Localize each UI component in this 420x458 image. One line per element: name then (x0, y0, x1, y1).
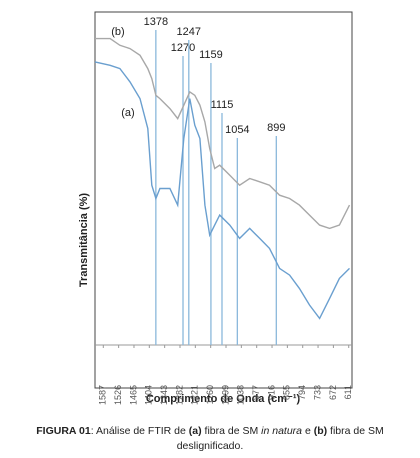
caption-part: FIGURA 01 (36, 425, 91, 437)
caption-part: fibra de SM deslignificado. (176, 425, 384, 452)
series-line (94, 61, 350, 320)
caption-part: fibra de SM (201, 425, 262, 437)
x-tick-label: 672 (328, 385, 338, 400)
peak-label: 1247 (177, 26, 201, 38)
x-tick-label: 1343 (159, 385, 169, 405)
x-tick-label: 1404 (144, 385, 154, 405)
x-axis-label: Comprimento de Onda (cm⁻¹) (146, 393, 301, 405)
x-tick-label: 1282 (174, 385, 184, 405)
caption-part: e (302, 425, 314, 437)
x-tick-label: 855 (282, 385, 292, 400)
x-tick-label: 977 (251, 385, 261, 400)
series-label: (b) (111, 26, 124, 38)
caption-part: (b) (313, 425, 328, 437)
caption-part: in natura (261, 425, 303, 437)
chart: Comprimento de Onda (cm⁻¹) Transmitância… (78, 11, 353, 405)
x-tick-label: 1526 (113, 385, 123, 405)
caption-part: (a) (188, 425, 202, 437)
peak-label: 1378 (144, 16, 168, 28)
x-tick-label: 611 (343, 385, 353, 399)
series-label: (a) (121, 107, 134, 119)
x-tick-label: 1099 (220, 385, 230, 405)
peak-label: 1054 (225, 124, 249, 136)
caption: FIGURA 01: Análise de FTIR de (a) fibra … (20, 424, 400, 454)
peak-label: 1159 (199, 49, 223, 61)
x-tick-label: 1587 (98, 385, 108, 405)
x-tick-label: 1160 (205, 385, 215, 404)
x-tick-label: 1221 (190, 385, 200, 405)
x-tick-label: 1465 (128, 385, 138, 405)
x-tick-label: 733 (312, 385, 322, 400)
series-line (95, 37, 351, 230)
caption-part: : Análise de FTIR de (90, 425, 189, 437)
x-tick-label: 794 (297, 385, 307, 400)
plot-frame (94, 11, 353, 389)
y-axis-label: Transmitância (%) (78, 193, 90, 287)
peak-label: 1270 (171, 42, 195, 54)
peak-label: 899 (267, 122, 285, 134)
x-tick-label: 1038 (236, 385, 246, 405)
peak-label: 1115 (211, 99, 234, 111)
x-tick-label: 916 (266, 385, 276, 400)
